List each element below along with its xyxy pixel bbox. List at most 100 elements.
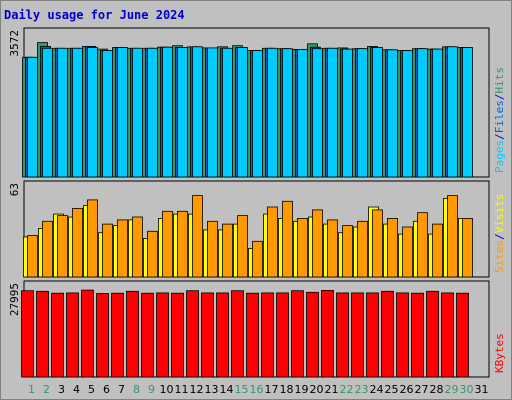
middle-label-visits: Visits [493, 194, 506, 234]
pages-bar-28 [432, 48, 443, 178]
sites-bar-25 [387, 217, 398, 278]
bottom-series-label: KBytes [493, 333, 506, 373]
x-tick-label-28: 28 [430, 383, 444, 396]
x-tick-label-20: 20 [310, 383, 324, 396]
top-series-label: Pages/Files/Hits [493, 67, 506, 173]
middle-label-separator: / [493, 233, 506, 240]
sites-bar-17 [267, 206, 278, 278]
pages-bar-2 [42, 47, 53, 178]
pages-bar-18 [282, 48, 293, 178]
sites-bar-12 [192, 195, 203, 278]
pages-bar-11 [177, 47, 188, 178]
x-tick-label-13: 13 [205, 383, 219, 396]
kbytes-bar-23 [351, 292, 364, 378]
sites-bar-5 [87, 199, 98, 278]
sites-bar-3 [57, 215, 68, 278]
x-tick-label-8: 8 [133, 383, 140, 396]
x-tick-label-19: 19 [295, 383, 309, 396]
sites-bar-10 [162, 210, 173, 278]
x-tick-label-7: 7 [118, 383, 125, 396]
x-tick-label-26: 26 [400, 383, 414, 396]
x-tick-label-21: 21 [325, 383, 339, 396]
kbytes-bar-1 [21, 290, 34, 378]
x-tick-label-9: 9 [148, 383, 155, 396]
top-label-files: Files [493, 100, 506, 133]
x-tick-label-18: 18 [280, 383, 294, 396]
kbytes-bar-24 [366, 292, 379, 378]
kbytes-bar-7 [111, 292, 124, 378]
sites-bar-23 [357, 220, 368, 278]
pages-bar-8 [132, 47, 143, 178]
kbytes-bar-5 [81, 289, 94, 378]
bottom-y-tick-label: 27995 [8, 283, 21, 316]
x-tick-label-24: 24 [370, 383, 384, 396]
sites-bar-4 [72, 207, 83, 278]
kbytes-bar-9 [141, 292, 154, 378]
pages-bar-10 [162, 46, 173, 178]
sites-bar-29 [447, 195, 458, 278]
pages-bar-15 [237, 47, 248, 178]
kbytes-bar-2 [36, 290, 49, 378]
pages-bar-26 [402, 50, 413, 178]
kbytes-bar-13 [201, 292, 214, 378]
pages-bar-1 [27, 56, 38, 178]
pages-bar-25 [387, 49, 398, 178]
kbytes-bar-20 [306, 291, 319, 378]
x-tick-label-1: 1 [28, 383, 35, 396]
pages-bar-4 [72, 47, 83, 178]
pages-bar-14 [222, 47, 233, 178]
x-tick-label-22: 22 [340, 383, 354, 396]
top-label-hits: Hits [493, 67, 506, 94]
x-tick-label-15: 15 [235, 383, 249, 396]
x-tick-label-10: 10 [160, 383, 174, 396]
kbytes-bar-19 [291, 290, 304, 378]
x-tick-label-12: 12 [190, 383, 204, 396]
pages-bar-13 [207, 47, 218, 178]
x-tick-label-30: 30 [460, 383, 474, 396]
pages-bar-19 [297, 49, 308, 178]
sites-bar-8 [132, 216, 143, 278]
sites-bar-22 [342, 225, 353, 278]
sites-bar-13 [207, 220, 218, 278]
pages-bar-22 [342, 48, 353, 178]
x-tick-label-14: 14 [220, 383, 234, 396]
kbytes-bar-4 [66, 292, 79, 378]
top-label-pages: Pages [493, 140, 506, 173]
sites-bar-2 [42, 220, 53, 278]
x-tick-label-23: 23 [355, 383, 369, 396]
kbytes-bar-10 [156, 292, 169, 378]
pages-bar-17 [267, 47, 278, 178]
kbytes-bar-8 [126, 290, 139, 378]
sites-bar-15 [237, 215, 248, 278]
sites-bar-26 [402, 226, 413, 278]
sites-bar-14 [222, 223, 233, 278]
pages-bar-6 [102, 50, 113, 178]
kbytes-bar-3 [51, 292, 64, 378]
sites-bar-1 [27, 235, 38, 278]
kbytes-bar-25 [381, 290, 394, 378]
kbytes-bar-14 [216, 292, 229, 378]
bottom-label-kbytes: KBytes [493, 333, 506, 373]
kbytes-bar-21 [321, 289, 334, 378]
pages-bar-12 [192, 46, 203, 178]
sites-bar-7 [117, 219, 128, 278]
sites-bar-6 [102, 223, 113, 278]
top-label-separator: / [493, 133, 506, 140]
kbytes-bar-22 [336, 292, 349, 378]
sites-bar-18 [282, 200, 293, 278]
kbytes-bar-29 [441, 292, 454, 378]
pages-bar-3 [57, 47, 68, 178]
sites-bar-19 [297, 217, 308, 278]
kbytes-bar-30 [456, 292, 469, 378]
sites-bar-11 [177, 210, 188, 278]
sites-bar-24 [372, 209, 383, 278]
sites-bar-21 [327, 219, 338, 278]
sites-bar-27 [417, 212, 428, 278]
kbytes-bar-15 [231, 290, 244, 378]
sites-bar-9 [147, 230, 158, 278]
kbytes-bar-18 [276, 292, 289, 378]
pages-bar-23 [357, 48, 368, 178]
middle-label-sites: Sites [493, 240, 506, 273]
x-tick-label-25: 25 [385, 383, 399, 396]
pages-bar-9 [147, 47, 158, 178]
